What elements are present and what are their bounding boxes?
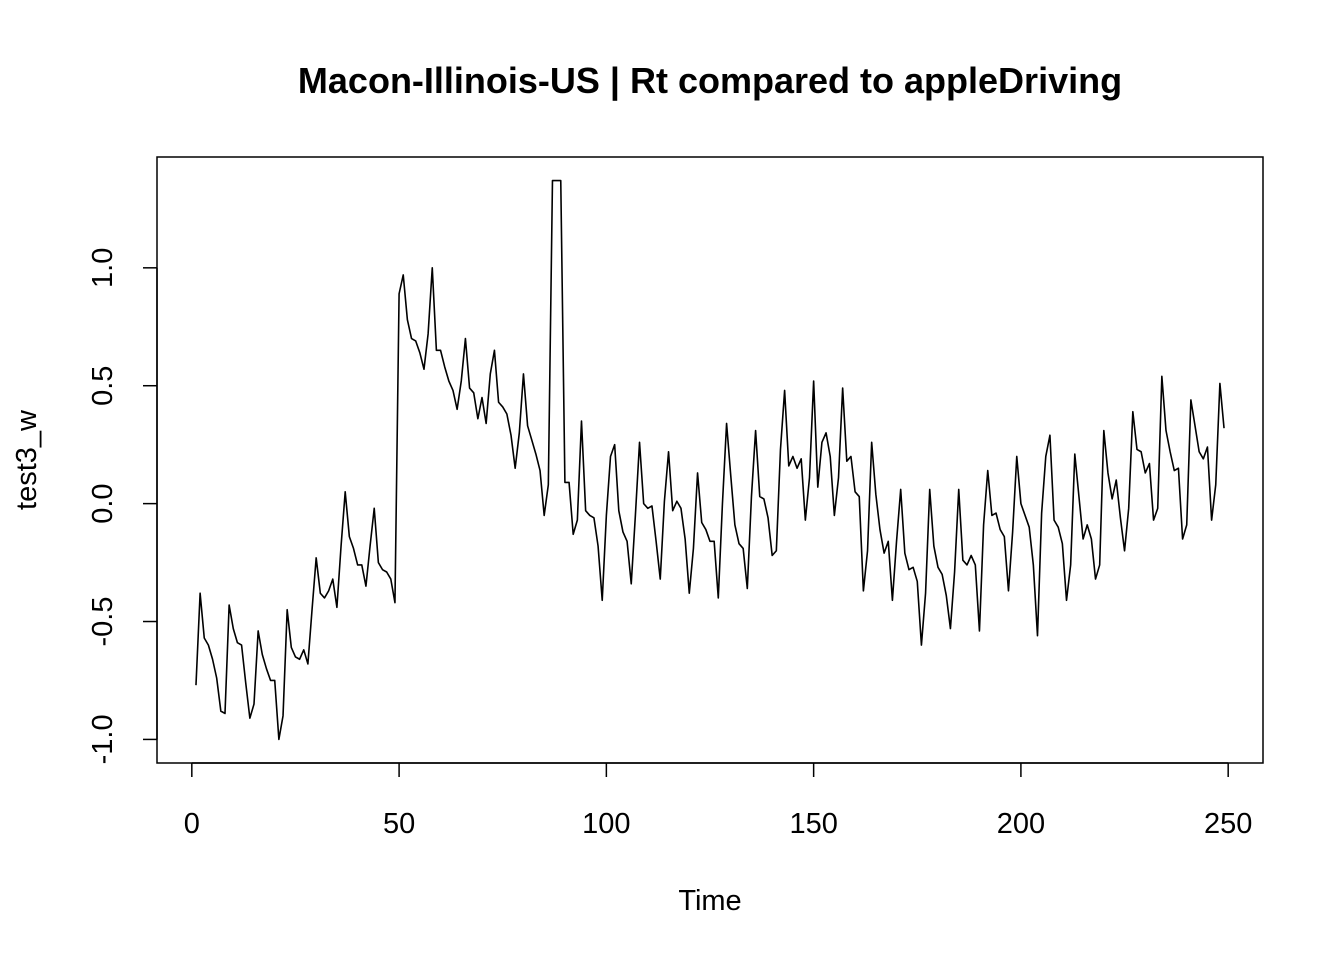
chart-title: Macon-Illinois-US | Rt compared to apple… <box>298 60 1122 102</box>
y-tick-label: 0.0 <box>87 483 119 523</box>
y-tick-label: -1.0 <box>87 714 119 764</box>
x-axis-label: Time <box>678 885 741 917</box>
plot-frame <box>156 156 1264 764</box>
y-tick-label: 0.5 <box>87 366 119 406</box>
y-tick-label: -0.5 <box>87 597 119 647</box>
x-tick-label: 0 <box>184 808 200 840</box>
y-axis: -1.0 -0.5 0.0 0.5 1.0 <box>87 248 158 764</box>
x-tick-label: 250 <box>1204 808 1252 840</box>
y-axis-label: test3_w <box>11 409 43 510</box>
series-line <box>195 179 1225 741</box>
x-tick-label: 100 <box>582 808 630 840</box>
x-tick-label: 200 <box>997 808 1045 840</box>
x-tick-label: 50 <box>383 808 415 840</box>
x-axis: 0 50 100 150 200 250 <box>184 762 1252 840</box>
x-tick-label: 150 <box>789 808 837 840</box>
y-tick-label: 1.0 <box>87 248 119 288</box>
